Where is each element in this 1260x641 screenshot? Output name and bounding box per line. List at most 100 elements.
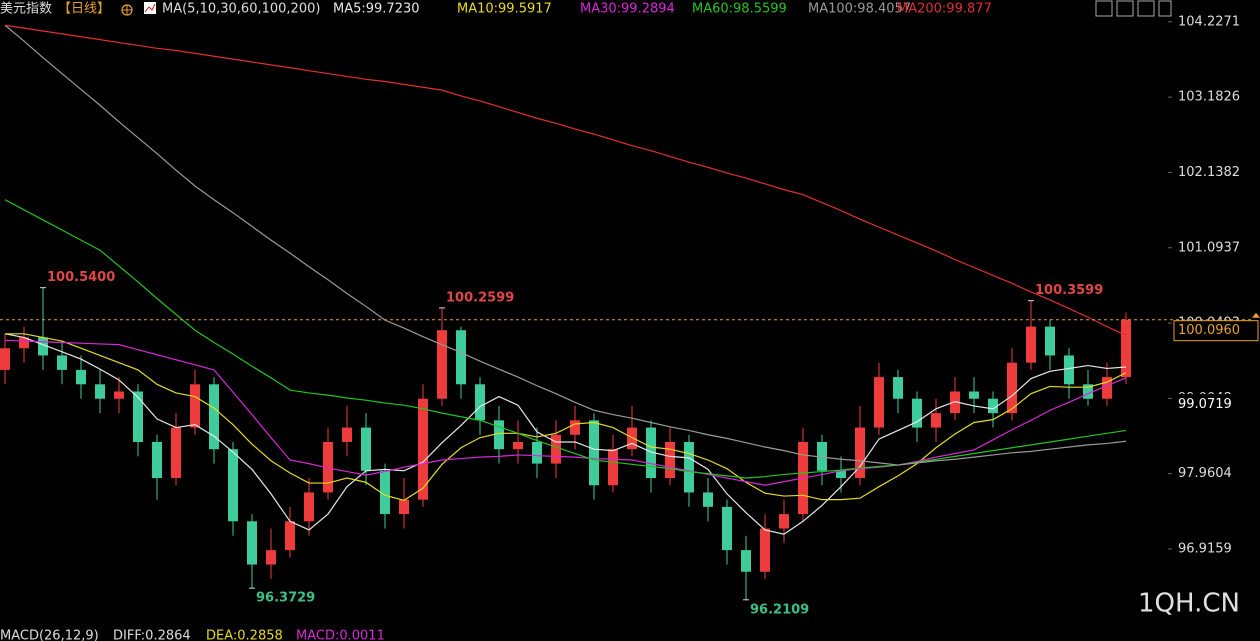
- ma-line: [4, 339, 1127, 486]
- candle-body: [969, 391, 979, 399]
- candle-body: [418, 398, 428, 500]
- candle-body: [1007, 362, 1017, 414]
- candle-body: [931, 413, 941, 428]
- candle-body: [817, 441, 827, 471]
- macd-dea: DEA:0.2858: [206, 629, 283, 641]
- candle-body: [380, 470, 390, 515]
- last-price-box: [1173, 320, 1259, 342]
- ma-params: MA(5,10,30,60,100,200): [162, 2, 320, 17]
- tool-button[interactable]: [1158, 0, 1172, 17]
- legend-entry: MA60:98.5599: [692, 2, 787, 17]
- candle-body: [988, 398, 998, 414]
- candle-body: [228, 449, 238, 522]
- candle-body: [684, 441, 694, 493]
- legend-entry: MA10:99.5917: [457, 2, 552, 17]
- ma-line: [4, 333, 1127, 535]
- candle-body: [114, 391, 124, 399]
- candle-body: [703, 492, 713, 507]
- candle-body: [646, 427, 656, 479]
- candle-body: [494, 420, 504, 450]
- watermark: 1QH.CN: [1138, 589, 1240, 619]
- candle-body: [779, 514, 789, 529]
- candle-body: [912, 398, 922, 428]
- annotation-label: 100.3599: [1035, 283, 1103, 298]
- candle-body: [304, 492, 314, 522]
- macd-diff: DIFF:0.2864: [113, 629, 191, 641]
- plot: 96.915997.960499.0048100.0493101.0937102…: [0, 14, 1260, 617]
- candle-body: [570, 420, 580, 435]
- candle-body: [1045, 326, 1055, 356]
- tool-button[interactable]: [1095, 0, 1113, 17]
- macd-params: MACD(26,12,9): [0, 629, 99, 641]
- candle-body: [874, 377, 884, 428]
- y-tick-label: 102.1382: [1178, 165, 1240, 180]
- candle-body: [950, 391, 960, 414]
- candle-body: [1121, 319, 1131, 378]
- candle-body: [855, 427, 865, 479]
- legend-entry: MA200:99.877: [897, 2, 992, 17]
- candle-body: [76, 369, 86, 385]
- y-tick-label: 96.9159: [1178, 541, 1232, 556]
- candle-body: [1026, 326, 1036, 363]
- candle-body: [551, 434, 561, 464]
- legend-entry: MA100:98.4057: [808, 2, 911, 17]
- y-tick-label: 104.2271: [1178, 14, 1240, 29]
- candle-body: [722, 506, 732, 551]
- candle-body: [437, 330, 447, 399]
- marker-price-box: [1173, 394, 1259, 416]
- legend-entry: MA30:99.2894: [580, 2, 675, 17]
- candle-body: [361, 427, 371, 471]
- candle-body: [1064, 355, 1074, 385]
- candle-body: [171, 427, 181, 479]
- candle-body: [513, 441, 523, 450]
- last-price-label: 100.0960: [1178, 323, 1240, 338]
- candle-body: [608, 449, 618, 486]
- add-icon[interactable]: [121, 4, 133, 16]
- marker-price-label: 99.0719: [1178, 397, 1232, 412]
- last-price-arrow: [1252, 312, 1260, 318]
- ma-line: [5, 333, 1127, 502]
- title: 美元指数: [0, 2, 52, 17]
- candle-body: [152, 441, 162, 479]
- candle-body: [475, 384, 485, 421]
- candle-body: [456, 330, 466, 385]
- candle-body: [532, 441, 542, 464]
- candle-body: [57, 355, 67, 370]
- candle-body: [1102, 377, 1112, 399]
- candle-body: [285, 521, 295, 551]
- candle-body: [342, 427, 352, 442]
- candle-body: [665, 441, 675, 479]
- candle-body: [741, 550, 751, 572]
- tool-button[interactable]: [1137, 0, 1155, 17]
- ma-line: [4, 199, 1127, 479]
- macd-value: MACD:0.0011: [296, 629, 385, 641]
- candle-body: [190, 384, 200, 428]
- y-tick-label: 97.9604: [1178, 466, 1232, 481]
- ma-line: [4, 24, 1127, 466]
- candle-body: [627, 427, 637, 450]
- candle-body: [760, 528, 770, 572]
- candle-body: [19, 337, 29, 349]
- candle-body: [95, 384, 105, 399]
- period[interactable]: 【日线】: [58, 2, 110, 17]
- annotation-label: 96.3729: [256, 591, 315, 606]
- annotation-label: 100.5400: [47, 270, 115, 285]
- y-tick-label: 101.0937: [1178, 240, 1240, 255]
- candle-body: [589, 420, 599, 486]
- candle-body: [133, 391, 143, 442]
- annotation-label: 100.2599: [446, 290, 514, 305]
- tool-button[interactable]: [1116, 0, 1134, 17]
- candle-body: [893, 377, 903, 399]
- ma-line: [4, 24, 1127, 336]
- candle-body: [247, 521, 257, 565]
- candle-body: [399, 499, 409, 515]
- candle-body: [836, 470, 846, 479]
- candle-body: [266, 550, 276, 565]
- candle-body: [0, 348, 10, 370]
- candle-body: [1083, 384, 1093, 399]
- legend-entry: MA5:99.7230: [333, 2, 420, 17]
- annotation-label: 96.2109: [750, 602, 809, 617]
- indicator-icon[interactable]: [144, 2, 156, 14]
